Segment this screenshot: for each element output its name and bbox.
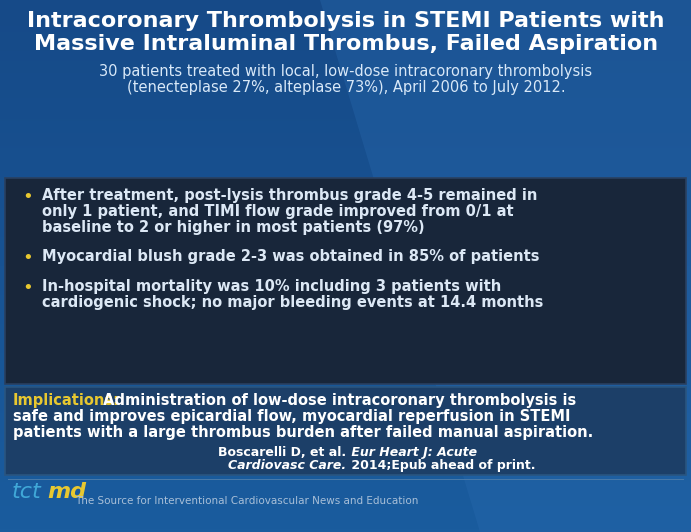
Text: 30 patients treated with local, low-dose intracoronary thrombolysis: 30 patients treated with local, low-dose… — [100, 64, 593, 79]
Text: Administration of low-dose intracoronary thrombolysis is: Administration of low-dose intracoronary… — [98, 393, 576, 408]
Text: Cardiovasc Care.: Cardiovasc Care. — [228, 459, 346, 472]
Text: md: md — [47, 482, 86, 502]
FancyBboxPatch shape — [5, 178, 686, 384]
Text: Myocardial blush grade 2-3 was obtained in 85% of patients: Myocardial blush grade 2-3 was obtained … — [42, 249, 540, 264]
Text: Eur Heart J: Acute: Eur Heart J: Acute — [347, 446, 477, 459]
Text: Intracoronary Thrombolysis in STEMI Patients with: Intracoronary Thrombolysis in STEMI Pati… — [27, 11, 665, 31]
Text: baseline to 2 or higher in most patients (97%): baseline to 2 or higher in most patients… — [42, 220, 425, 235]
Text: only 1 patient, and TIMI flow grade improved from 0/1 at: only 1 patient, and TIMI flow grade impr… — [42, 204, 513, 219]
Text: (tenecteplase 27%, alteplase 73%), April 2006 to July 2012.: (tenecteplase 27%, alteplase 73%), April… — [126, 80, 565, 95]
Polygon shape — [320, 0, 691, 532]
FancyBboxPatch shape — [5, 387, 686, 475]
Text: •: • — [22, 188, 32, 206]
Text: •: • — [22, 249, 32, 267]
Text: In-hospital mortality was 10% including 3 patients with: In-hospital mortality was 10% including … — [42, 279, 501, 294]
Text: Massive Intraluminal Thrombus, Failed Aspiration: Massive Intraluminal Thrombus, Failed As… — [34, 34, 658, 54]
Text: After treatment, post-lysis thrombus grade 4-5 remained in: After treatment, post-lysis thrombus gra… — [42, 188, 538, 203]
Text: patients with a large thrombus burden after failed manual aspiration.: patients with a large thrombus burden af… — [13, 425, 594, 440]
Text: The Source for Interventional Cardiovascular News and Education: The Source for Interventional Cardiovasc… — [75, 496, 418, 506]
Text: Implications:: Implications: — [13, 393, 120, 408]
Text: Boscarelli D, et al.: Boscarelli D, et al. — [218, 446, 346, 459]
Text: cardiogenic shock; no major bleeding events at 14.4 months: cardiogenic shock; no major bleeding eve… — [42, 295, 543, 310]
Text: tct: tct — [12, 482, 41, 502]
Text: •: • — [22, 279, 32, 297]
Text: 2014;Epub ahead of print.: 2014;Epub ahead of print. — [347, 459, 536, 472]
Text: safe and improves epicardial flow, myocardial reperfusion in STEMI: safe and improves epicardial flow, myoca… — [13, 409, 571, 424]
